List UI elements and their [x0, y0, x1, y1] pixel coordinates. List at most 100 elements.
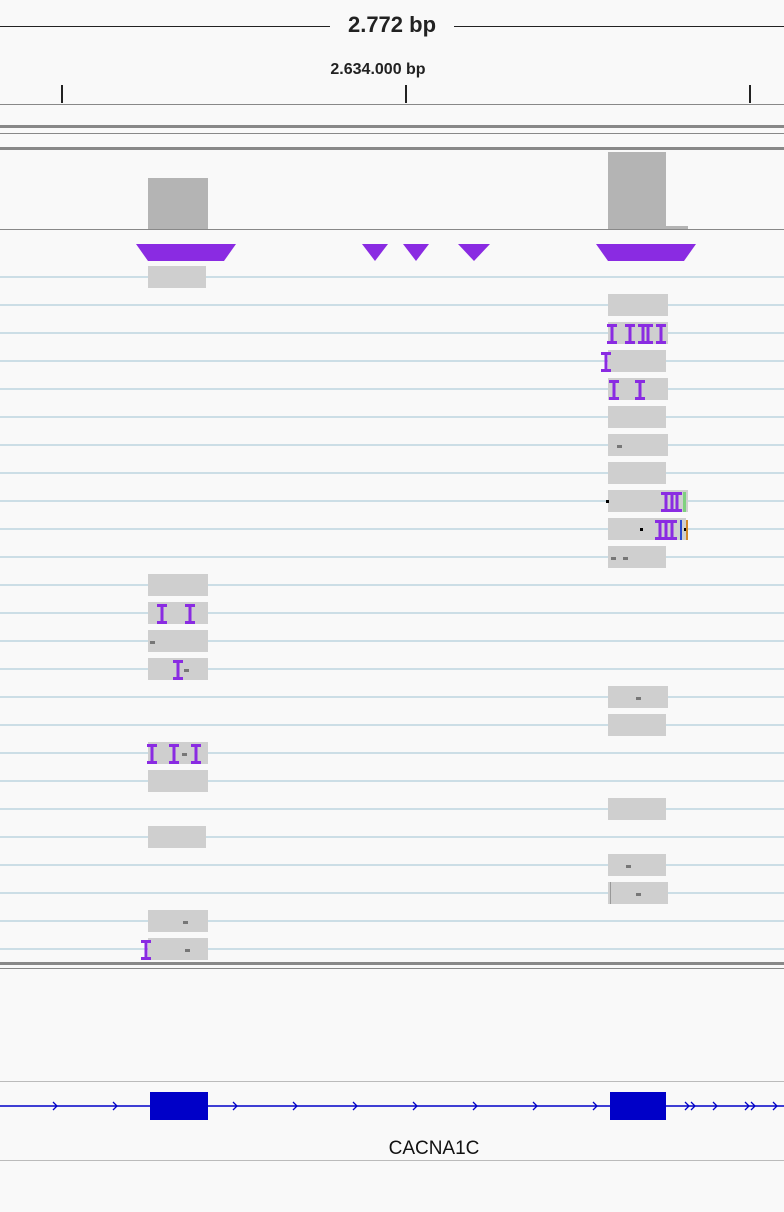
insertion-glyph — [635, 380, 645, 383]
read — [148, 742, 208, 764]
strand-arrow — [352, 1101, 358, 1111]
insertion-glyph — [655, 520, 665, 523]
insertion-glyph — [656, 324, 666, 327]
insertion-glyph — [656, 341, 666, 344]
insertion-glyph — [659, 324, 663, 344]
insertion-glyph — [604, 352, 608, 372]
insertion-glyph — [150, 744, 154, 764]
insertion-glyph — [141, 940, 151, 943]
insertion-glyph — [675, 492, 679, 512]
insertion-glyph — [628, 324, 632, 344]
mismatch-mark — [185, 949, 190, 952]
mismatch-mark — [684, 528, 687, 531]
gene-model — [0, 1092, 784, 1120]
insertion-glyph — [655, 537, 665, 540]
read — [148, 630, 208, 652]
exon — [610, 1092, 666, 1120]
mismatch-base — [680, 520, 682, 540]
read — [148, 574, 208, 596]
read — [148, 938, 208, 960]
mismatch-mark — [640, 528, 643, 531]
alignment-bottom-border — [0, 968, 784, 969]
insertion-glyph — [144, 940, 148, 960]
gene-name[interactable]: CACNA1C — [388, 1138, 480, 1159]
mismatch-mark — [606, 500, 609, 503]
insertion-glyph — [661, 520, 671, 523]
insertion-glyph — [176, 660, 180, 680]
insertion-glyph — [188, 604, 192, 624]
insertion-glyph — [661, 509, 671, 512]
ruler-tick — [749, 85, 751, 103]
coverage-bar — [608, 152, 666, 229]
insertion-glyph — [658, 520, 662, 540]
strand-arrow — [472, 1101, 478, 1111]
insertion-marker — [403, 244, 429, 261]
strand-arrow — [532, 1101, 538, 1111]
insertion-glyph — [667, 520, 677, 523]
gene-track-bottom — [0, 1160, 784, 1161]
insertion-marker — [362, 244, 388, 261]
insertion-glyph — [609, 380, 619, 383]
read — [148, 826, 206, 848]
read — [608, 294, 668, 316]
insertion-glyph — [601, 369, 611, 372]
insertion-glyph — [670, 492, 674, 512]
insertion-glyph — [609, 397, 619, 400]
insertion-glyph — [141, 957, 151, 960]
read — [608, 406, 666, 428]
strand-arrow — [684, 1101, 690, 1111]
insertion-marker — [458, 244, 490, 261]
read — [608, 714, 666, 736]
coverage-bar — [148, 178, 208, 229]
insertion-glyph — [147, 761, 157, 764]
mismatch-mark — [623, 557, 628, 560]
mismatch-mark — [617, 445, 622, 448]
gene-track-top — [0, 1081, 784, 1082]
insertion-glyph — [612, 380, 616, 400]
ruler-tick — [61, 85, 63, 103]
strand-arrow — [412, 1101, 418, 1111]
coverage-bar — [666, 226, 688, 229]
insertion-glyph — [185, 604, 195, 607]
insertion-glyph — [661, 492, 671, 495]
strand-arrow — [750, 1101, 756, 1111]
read — [608, 798, 666, 820]
read — [608, 854, 666, 876]
read — [608, 378, 668, 400]
coverage-bottom-line — [0, 229, 784, 230]
read — [608, 434, 668, 456]
mismatch-mark — [150, 641, 155, 644]
insertion-glyph — [638, 380, 642, 400]
insertion-glyph — [610, 324, 614, 344]
strand-arrow — [52, 1101, 58, 1111]
mismatch-mark — [611, 557, 616, 560]
insertion-glyph — [635, 397, 645, 400]
mismatch-mark — [610, 882, 611, 904]
track-separator — [0, 147, 784, 150]
insertion-glyph — [646, 324, 650, 344]
insertion-glyph — [185, 621, 195, 624]
read — [148, 910, 208, 932]
insertion-glyph — [661, 537, 671, 540]
alignment-rows — [0, 276, 784, 950]
insertion-glyph — [664, 492, 668, 512]
insertion-markers — [136, 244, 696, 261]
ruler-divider — [0, 104, 784, 105]
strand-arrow — [232, 1101, 238, 1111]
strand-arrow — [772, 1101, 778, 1111]
position-label: 2.634.000 bp — [330, 61, 426, 78]
insertion-glyph — [157, 621, 167, 624]
strand-arrow — [712, 1101, 718, 1111]
span-label: 2.772 bp — [0, 12, 784, 38]
read — [148, 770, 208, 792]
mismatch-mark — [626, 865, 631, 868]
strand-arrow — [112, 1101, 118, 1111]
insertion-glyph — [191, 744, 201, 747]
mismatch-mark — [636, 697, 641, 700]
insertion-glyph — [670, 520, 674, 540]
exon — [150, 1092, 208, 1120]
ruler-tick — [405, 85, 407, 103]
track-separator — [0, 133, 784, 134]
mismatch-mark — [182, 753, 187, 756]
